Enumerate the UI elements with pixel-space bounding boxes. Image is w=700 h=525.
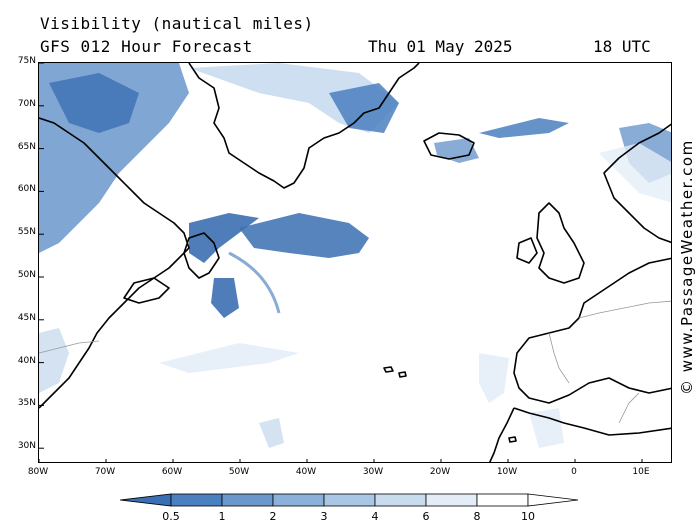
legend-segment — [476, 493, 529, 507]
legend-segment — [374, 493, 427, 507]
passageweather-credit: © www.PassageWeather.com — [678, 139, 696, 395]
longitude-label: 30W — [362, 467, 384, 477]
longitude-label: 0 — [571, 467, 577, 477]
legend-bar — [119, 493, 579, 507]
latitude-label: 50N — [17, 270, 36, 280]
longitude-label: 60W — [161, 467, 183, 477]
longitude-label: 20W — [429, 467, 451, 477]
forecast-date: Thu 01 May 2025 — [368, 37, 513, 56]
forecast-time: 18 UTC — [593, 37, 651, 56]
latitude-label: 75N — [17, 56, 36, 66]
longitude-label: 80W — [27, 467, 49, 477]
longitude-label: 10W — [496, 467, 518, 477]
longitude-label: 40W — [295, 467, 317, 477]
latitude-label: 30N — [17, 441, 36, 452]
legend-label: 1 — [218, 510, 226, 523]
legend-label: 0.5 — [162, 510, 180, 523]
latitude-label: 40N — [17, 355, 36, 366]
map-canvas — [39, 63, 671, 462]
legend-segment — [272, 493, 325, 507]
latitude-label: 70N — [17, 98, 36, 109]
grid-ticks — [39, 63, 643, 462]
legend-segment — [170, 493, 223, 507]
map-title: Visibility (nautical miles) — [40, 14, 314, 33]
legend-segment — [221, 493, 274, 507]
legend-label: 8 — [473, 510, 481, 523]
visibility-map — [38, 62, 672, 463]
latitude-label: 55N — [17, 227, 36, 238]
longitude-label: 70W — [94, 467, 116, 477]
legend-segment — [425, 493, 478, 507]
latitude-label: 35N — [17, 398, 36, 409]
legend-label: 3 — [320, 510, 328, 523]
forecast-label: GFS 012 Hour Forecast — [40, 37, 253, 56]
latitude-label: 65N — [17, 141, 36, 152]
coastlines — [39, 63, 671, 462]
legend-segment — [119, 493, 172, 507]
visibility-shading — [39, 63, 671, 448]
political-borders — [39, 300, 671, 424]
legend-segment — [527, 493, 579, 507]
legend-label: 2 — [269, 510, 277, 523]
latitude-label: 45N — [17, 312, 36, 323]
legend-segment — [323, 493, 376, 507]
latitude-label: 60N — [17, 184, 36, 195]
legend-label: 4 — [371, 510, 379, 523]
longitude-label: 50W — [228, 467, 250, 477]
legend-label: 6 — [422, 510, 430, 523]
legend-label: 10 — [521, 510, 535, 523]
longitude-label: 10E — [632, 467, 650, 477]
